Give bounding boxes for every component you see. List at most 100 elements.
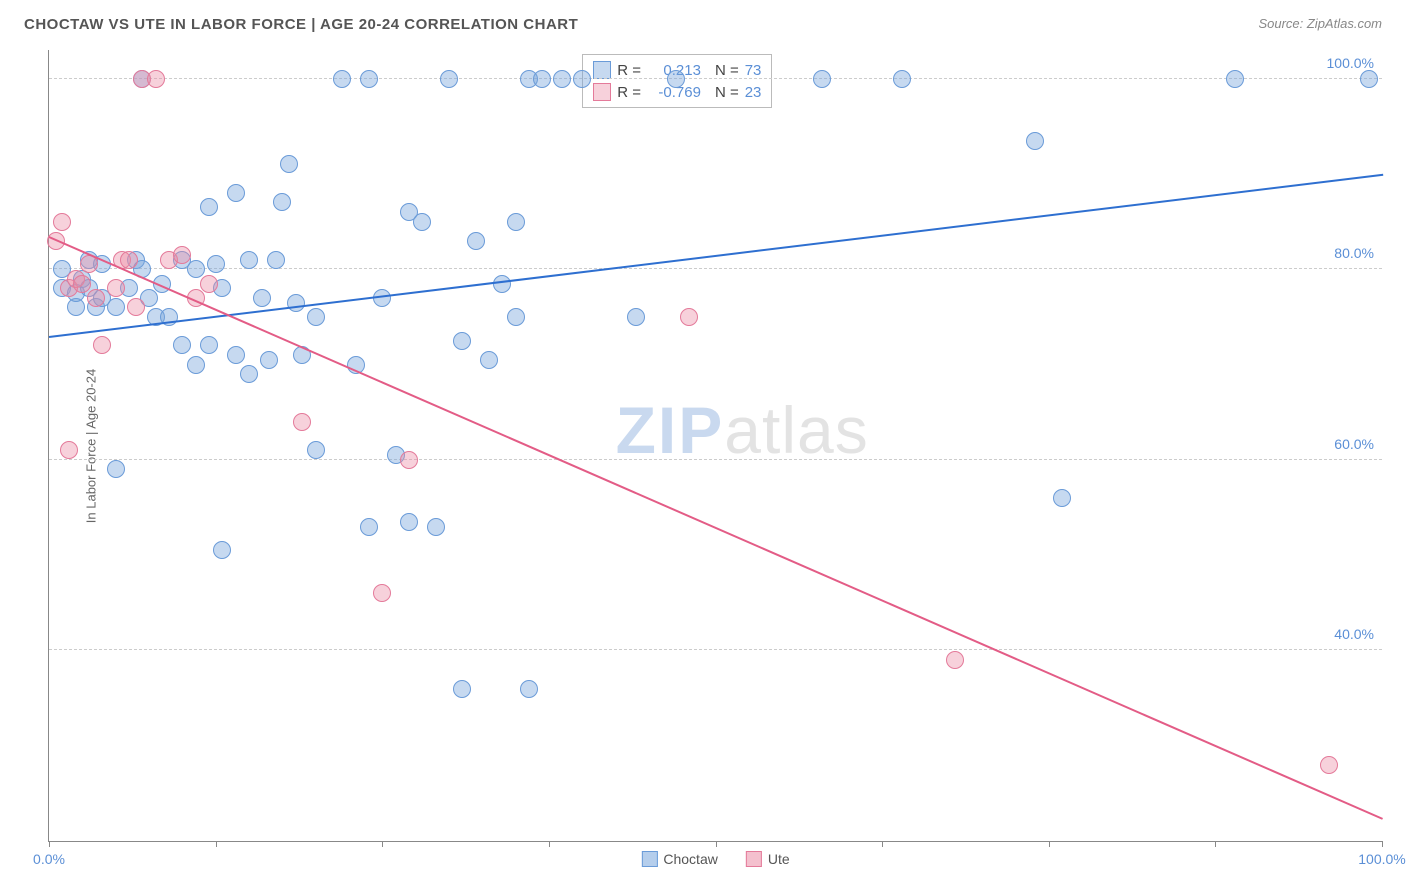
data-point [60, 441, 78, 459]
watermark: ZIPatlas [616, 392, 869, 468]
data-point [440, 70, 458, 88]
data-point [893, 70, 911, 88]
data-point [200, 336, 218, 354]
y-tick-label: 80.0% [1334, 245, 1374, 261]
legend-n-label: N = [715, 84, 739, 101]
data-point [1320, 756, 1338, 774]
series-legend: Choctaw Ute [641, 851, 789, 867]
data-point [93, 336, 111, 354]
data-point [480, 351, 498, 369]
chart-header: CHOCTAW VS UTE IN LABOR FORCE | AGE 20-2… [0, 0, 1406, 50]
data-point [813, 70, 831, 88]
data-point [946, 651, 964, 669]
data-point [520, 680, 538, 698]
legend-label: Choctaw [663, 851, 717, 867]
data-point [227, 184, 245, 202]
regression-line [49, 236, 1384, 820]
data-point [107, 279, 125, 297]
data-point [187, 260, 205, 278]
data-point [107, 460, 125, 478]
data-point [360, 70, 378, 88]
x-tick [716, 841, 717, 847]
data-point [680, 308, 698, 326]
data-point [400, 513, 418, 531]
data-point [173, 246, 191, 264]
data-point [627, 308, 645, 326]
data-point [1026, 132, 1044, 150]
x-tick-label: 100.0% [1358, 851, 1405, 867]
x-tick [216, 841, 217, 847]
data-point [1360, 70, 1378, 88]
legend-item: Choctaw [641, 851, 717, 867]
data-point [200, 198, 218, 216]
data-point [227, 346, 245, 364]
chart-title: CHOCTAW VS UTE IN LABOR FORCE | AGE 20-2… [24, 16, 578, 33]
gridline-h [49, 78, 1382, 79]
data-point [73, 275, 91, 293]
data-point [293, 413, 311, 431]
data-point [307, 441, 325, 459]
x-tick [882, 841, 883, 847]
data-point [453, 680, 471, 698]
chart-container: CHOCTAW VS UTE IN LABOR FORCE | AGE 20-2… [0, 0, 1406, 892]
data-point [453, 332, 471, 350]
data-point [533, 70, 551, 88]
legend-r-label: R = [617, 84, 641, 101]
y-tick-label: 60.0% [1334, 436, 1374, 452]
data-point [213, 541, 231, 559]
x-tick [1382, 841, 1383, 847]
data-point [273, 193, 291, 211]
x-tick-label: 0.0% [33, 851, 65, 867]
data-point [240, 251, 258, 269]
x-tick [382, 841, 383, 847]
data-point [240, 365, 258, 383]
data-point [87, 289, 105, 307]
data-point [120, 251, 138, 269]
legend-n-label: N = [715, 62, 739, 79]
legend-label: Ute [768, 851, 790, 867]
data-point [413, 213, 431, 231]
y-tick-label: 40.0% [1334, 626, 1374, 642]
data-point [573, 70, 591, 88]
gridline-h [49, 459, 1382, 460]
legend-n-value: 23 [745, 84, 762, 101]
source-attribution: Source: ZipAtlas.com [1258, 16, 1382, 31]
x-tick [549, 841, 550, 847]
data-point [280, 155, 298, 173]
watermark-zip: ZIP [616, 393, 725, 467]
watermark-atlas: atlas [724, 393, 868, 467]
data-point [127, 298, 145, 316]
data-point [373, 584, 391, 602]
y-tick-label: 100.0% [1327, 55, 1374, 71]
data-point [53, 213, 71, 231]
data-point [360, 518, 378, 536]
data-point [427, 518, 445, 536]
data-point [173, 336, 191, 354]
gridline-h [49, 649, 1382, 650]
legend-swatch [746, 851, 762, 867]
data-point [507, 308, 525, 326]
data-point [207, 255, 225, 273]
data-point [187, 356, 205, 374]
data-point [333, 70, 351, 88]
data-point [553, 70, 571, 88]
legend-swatch [593, 61, 611, 79]
legend-swatch [641, 851, 657, 867]
legend-n-value: 73 [745, 62, 762, 79]
data-point [260, 351, 278, 369]
legend-r-label: R = [617, 62, 641, 79]
plot-area: ZIPatlas R =0.213N =73R =-0.769N =23 Cho… [48, 50, 1382, 842]
data-point [400, 451, 418, 469]
data-point [1226, 70, 1244, 88]
data-point [467, 232, 485, 250]
data-point [253, 289, 271, 307]
x-tick [1215, 841, 1216, 847]
data-point [107, 298, 125, 316]
data-point [267, 251, 285, 269]
data-point [287, 294, 305, 312]
data-point [147, 70, 165, 88]
data-point [507, 213, 525, 231]
data-point [307, 308, 325, 326]
x-tick [1049, 841, 1050, 847]
legend-swatch [593, 83, 611, 101]
